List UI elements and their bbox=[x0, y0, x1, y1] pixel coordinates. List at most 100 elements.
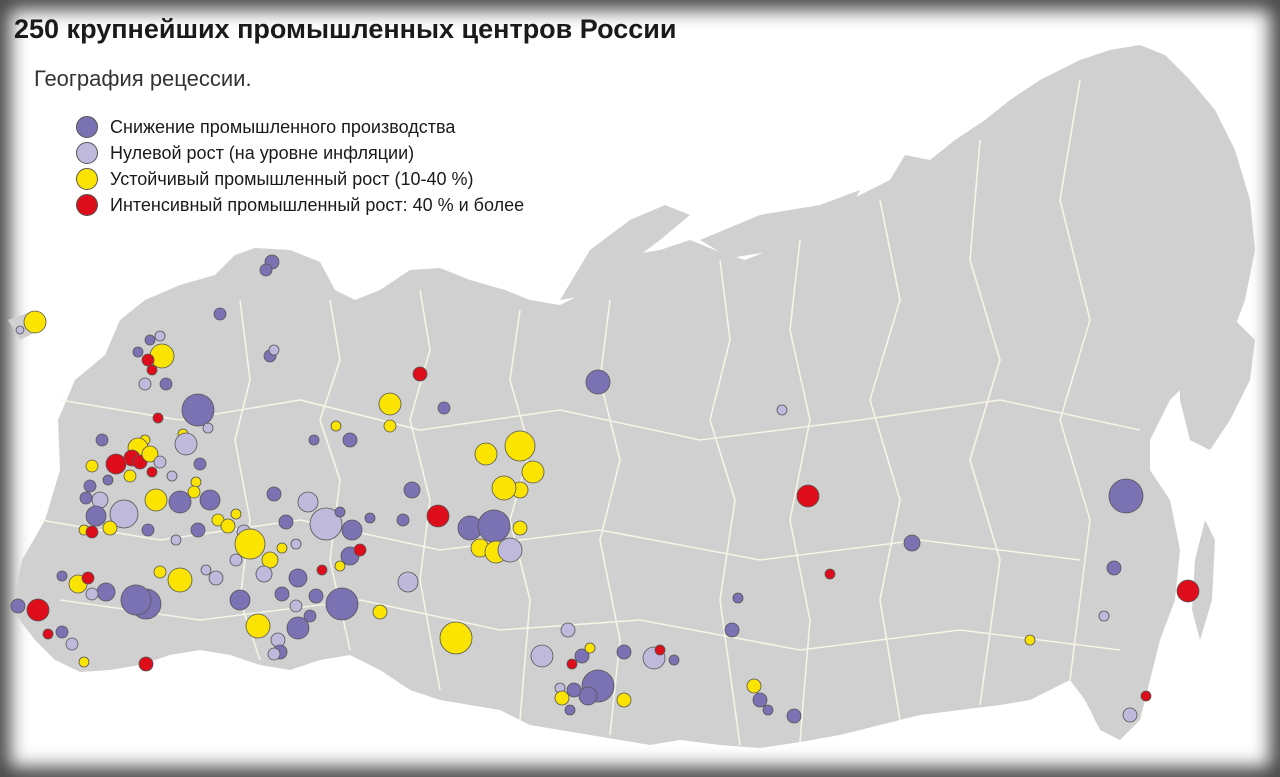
city-dot-growth bbox=[153, 565, 167, 579]
city-dot-decline bbox=[132, 346, 144, 358]
city-dot-zero bbox=[208, 570, 224, 586]
taymyr-shape bbox=[700, 190, 860, 258]
city-dot-decline bbox=[732, 592, 744, 604]
city-dot-zero bbox=[297, 491, 319, 513]
city-dot-decline bbox=[668, 654, 680, 666]
city-dot-zero bbox=[166, 470, 178, 482]
city-dot-decline bbox=[259, 263, 273, 277]
city-dot-zero bbox=[560, 622, 576, 638]
city-dot-growth bbox=[439, 621, 473, 655]
city-dot-decline bbox=[566, 682, 582, 698]
city-dot-growth bbox=[330, 420, 342, 432]
city-dot-decline bbox=[1106, 560, 1122, 576]
kamchatka-shape bbox=[1180, 320, 1255, 450]
city-dot-growth bbox=[149, 343, 175, 369]
city-dot-decline bbox=[181, 393, 215, 427]
novaya-zemlya-shape bbox=[560, 205, 690, 300]
city-dot-zero bbox=[200, 564, 212, 576]
city-dot-zero bbox=[309, 507, 343, 541]
city-dot-growth bbox=[261, 551, 279, 569]
city-dot-decline bbox=[341, 519, 363, 541]
city-dot-decline bbox=[308, 588, 324, 604]
city-dot-zero bbox=[255, 565, 273, 583]
city-dot-growth bbox=[190, 476, 202, 488]
city-dot-decline bbox=[193, 457, 207, 471]
city-dot-growth bbox=[554, 690, 570, 706]
city-dot-decline bbox=[286, 616, 310, 640]
city-dot-decline bbox=[95, 433, 109, 447]
legend-swatch-zero bbox=[76, 142, 98, 164]
city-dot-decline bbox=[477, 509, 511, 543]
city-dot-decline bbox=[403, 481, 421, 499]
city-dot-decline bbox=[229, 589, 251, 611]
city-dot-growth bbox=[102, 520, 118, 536]
city-dot-decline bbox=[168, 490, 192, 514]
city-dot-decline bbox=[96, 582, 116, 602]
city-dot-zero bbox=[1122, 707, 1138, 723]
city-dot-decline bbox=[141, 523, 155, 537]
city-dot-intense bbox=[654, 644, 666, 656]
city-dot-decline bbox=[724, 622, 740, 638]
industrial-centers bbox=[10, 254, 1200, 724]
city-dot-zero bbox=[776, 404, 788, 416]
city-dot-growth bbox=[220, 518, 236, 534]
city-dot-decline bbox=[102, 474, 114, 486]
city-dot-decline bbox=[564, 704, 576, 716]
city-dot-decline bbox=[616, 644, 632, 660]
city-dot-decline bbox=[786, 708, 802, 724]
city-dot-decline bbox=[752, 692, 768, 708]
city-dot-intense bbox=[426, 504, 450, 528]
legend-item-decline: Снижение промышленного производства bbox=[76, 114, 524, 140]
city-dot-growth bbox=[276, 542, 288, 554]
city-dot-decline bbox=[1108, 478, 1144, 514]
city-dot-intense bbox=[412, 366, 428, 382]
city-dot-intense bbox=[81, 571, 95, 585]
city-dot-decline bbox=[903, 534, 921, 552]
city-dot-growth bbox=[78, 656, 90, 668]
city-dot-decline bbox=[762, 704, 774, 716]
city-dot-growth bbox=[372, 604, 388, 620]
city-dot-decline bbox=[120, 584, 152, 616]
legend-label-intense: Интенсивный промышленный рост: 40 % и бо… bbox=[110, 194, 525, 215]
city-dot-growth bbox=[746, 678, 762, 694]
city-dot-decline bbox=[308, 434, 320, 446]
city-dot-growth bbox=[491, 475, 517, 501]
city-dot-growth bbox=[378, 392, 402, 416]
city-dot-growth bbox=[167, 567, 193, 593]
legend-label-growth: Устойчивый промышленный рост (10-40 %) bbox=[110, 168, 474, 189]
city-dot-zero bbox=[65, 637, 79, 651]
city-dot-intense bbox=[796, 484, 820, 508]
city-dot-decline bbox=[585, 369, 611, 395]
legend-swatch-decline bbox=[76, 116, 98, 138]
city-dot-decline bbox=[83, 479, 97, 493]
city-dot-zero bbox=[109, 499, 139, 529]
city-dot-growth bbox=[187, 485, 201, 499]
city-dot-intense bbox=[1176, 579, 1200, 603]
city-dot-growth bbox=[141, 445, 159, 463]
city-dot-zero bbox=[202, 422, 214, 434]
city-dot-growth bbox=[383, 419, 397, 433]
legend-item-intense: Интенсивный промышленный рост: 40 % и бо… bbox=[76, 192, 524, 218]
city-dot-decline bbox=[364, 512, 376, 524]
city-dot-zero bbox=[91, 491, 109, 509]
city-dot-zero bbox=[268, 344, 280, 356]
map-subtitle: География рецессии. bbox=[34, 66, 252, 91]
city-dot-intense bbox=[85, 525, 99, 539]
city-dot-decline bbox=[303, 609, 317, 623]
city-dot-decline bbox=[278, 514, 294, 530]
city-dot-growth bbox=[616, 692, 632, 708]
city-dot-growth bbox=[1024, 634, 1036, 646]
city-dot-zero bbox=[138, 377, 152, 391]
city-dot-decline bbox=[574, 648, 590, 664]
city-dot-decline bbox=[85, 505, 107, 527]
city-dot-decline bbox=[274, 586, 290, 602]
city-dot-zero bbox=[397, 571, 419, 593]
city-dot-decline bbox=[288, 568, 308, 588]
city-dot-intense bbox=[566, 658, 578, 670]
legend-item-zero: Нулевой рост (на уровне инфляции) bbox=[76, 140, 524, 166]
city-dot-zero bbox=[229, 553, 243, 567]
city-dot-intense bbox=[141, 353, 155, 367]
city-dot-zero bbox=[154, 330, 166, 342]
city-dot-intense bbox=[105, 453, 127, 475]
